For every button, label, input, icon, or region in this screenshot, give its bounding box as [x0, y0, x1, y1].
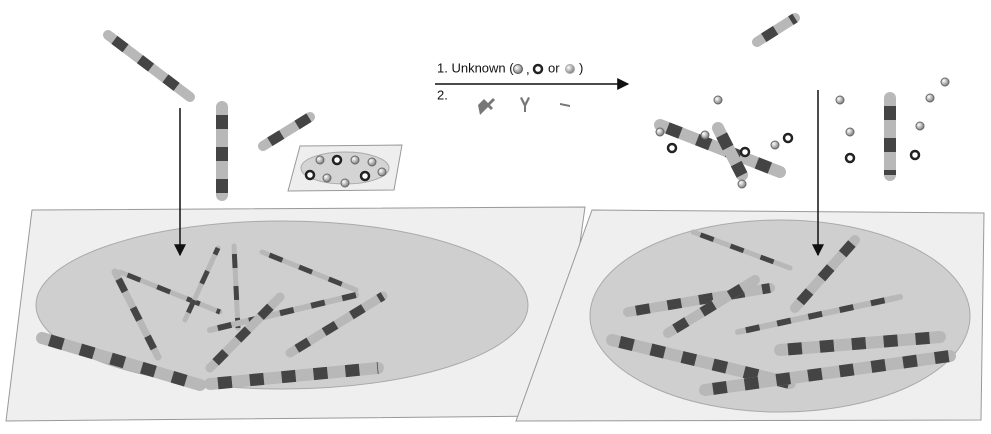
- separator: ): [579, 60, 583, 75]
- particle: [368, 158, 376, 166]
- particle: [926, 94, 934, 102]
- particle: [668, 144, 676, 152]
- particle: [306, 171, 314, 179]
- particle: [846, 154, 854, 162]
- particle: [656, 128, 664, 136]
- particle: [316, 156, 324, 164]
- particle: [714, 96, 722, 104]
- particle: [738, 180, 746, 188]
- particle: [323, 174, 331, 182]
- particles: [306, 78, 949, 188]
- particle: [378, 168, 386, 176]
- nanowire: [757, 18, 795, 42]
- icon: [534, 65, 542, 73]
- particle: [333, 156, 341, 164]
- particle: [846, 128, 854, 136]
- particle: [784, 134, 792, 142]
- particle: [916, 122, 924, 130]
- particle: [836, 96, 844, 104]
- particle: [361, 172, 369, 180]
- conjunction: or: [548, 60, 560, 75]
- icon: [566, 65, 575, 74]
- particle: [941, 78, 949, 86]
- separator: ,: [526, 61, 530, 76]
- antibody-icons: [478, 97, 570, 115]
- diagram: 1. Unknown ( , or ) 2.: [0, 0, 991, 434]
- particle: [771, 141, 779, 149]
- particle: [701, 131, 709, 139]
- icon: [514, 65, 523, 74]
- step-label: 1. Unknown (: [437, 60, 514, 75]
- particle: [341, 179, 349, 187]
- step-label: 2.: [437, 87, 448, 102]
- particle: [911, 151, 919, 159]
- particle: [351, 156, 359, 164]
- particle: [741, 148, 749, 156]
